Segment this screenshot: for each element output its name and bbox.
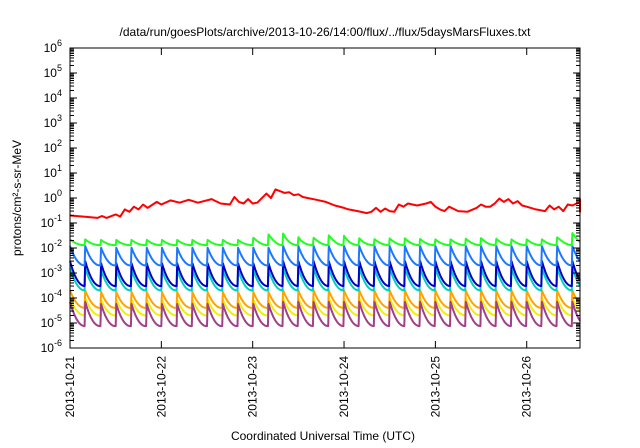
y-tick-label: 105 (44, 63, 62, 80)
series-line-7 (69, 188, 581, 219)
x-tick-label: 2013-10-25 (428, 356, 442, 418)
y-tick-label: 102 (44, 138, 62, 155)
y-tick-label: 103 (44, 113, 62, 130)
x-tick-label: 2013-10-21 (63, 356, 77, 418)
series-line-5 (69, 245, 581, 267)
y-tick-labels: 10-6 10-5 10-4 10-3 10-2 10-1 100 101 102 103 104 1… (41, 38, 62, 355)
x-tick-label: 2013-10-22 (154, 356, 168, 418)
y-tick-label: 104 (44, 88, 62, 105)
series-line-1 (69, 289, 581, 309)
series-line-3 (69, 266, 581, 292)
series-line-4 (69, 260, 581, 288)
series-line-6 (69, 232, 581, 247)
y-tick-label: 10-1 (41, 213, 62, 230)
x-axis-label: Coordinated Universal Time (UTC) (231, 429, 415, 443)
y-tick-label: 10-3 (41, 263, 62, 280)
y-tick-label: 10-5 (41, 313, 62, 330)
y-tick-label: 100 (44, 188, 62, 205)
y-axis-label: protons/cm²-s-sr-MeV (10, 140, 24, 256)
x-tick-label: 2013-10-23 (246, 356, 260, 418)
ticks-layer (69, 47, 580, 349)
series-line-2 (69, 300, 581, 328)
series-layer (69, 188, 581, 328)
y-tick-label: 106 (44, 38, 62, 55)
y-tick-label: 10-2 (41, 238, 62, 255)
x-tick-label: 2013-10-26 (520, 356, 534, 418)
chart-title: /data/run/goesPlots/archive/2013-10-26/1… (120, 25, 532, 39)
x-tick-label: 2013-10-24 (337, 356, 351, 418)
y-tick-label: 10-6 (41, 338, 62, 355)
x-tick-labels: 2013-10-21 2013-10-22 2013-10-23 2013-10-24… (63, 356, 534, 418)
y-tick-label: 101 (44, 163, 62, 180)
y-tick-label: 10-4 (41, 288, 62, 305)
